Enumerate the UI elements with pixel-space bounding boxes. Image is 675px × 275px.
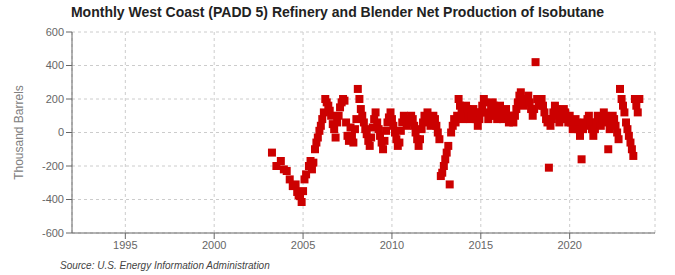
- svg-text:0: 0: [58, 126, 64, 138]
- svg-text:-200: -200: [42, 160, 64, 172]
- html-text:Source: U.S. Energy Informatio: Source: U.S. Energy Information Administ…: [60, 260, 270, 271]
- svg-text:2010: 2010: [380, 239, 404, 251]
- svg-text:2015: 2015: [469, 239, 493, 251]
- svg-text:600: 600: [46, 26, 64, 38]
- svg-text:-400: -400: [42, 193, 64, 205]
- svg-text:2020: 2020: [557, 239, 581, 251]
- svg-text:Thousand Barrels: Thousand Barrels: [12, 85, 26, 180]
- svg-text:1995: 1995: [113, 239, 137, 251]
- svg-text:-600: -600: [42, 227, 64, 239]
- svg-text:2005: 2005: [291, 239, 315, 251]
- svg-text:200: 200: [46, 93, 64, 105]
- svg-text:2000: 2000: [202, 239, 226, 251]
- svg-text:400: 400: [46, 59, 64, 71]
- html-text:Monthly West Coast (PADD 5) Re: Monthly West Coast (PADD 5) Refinery and…: [71, 4, 604, 20]
